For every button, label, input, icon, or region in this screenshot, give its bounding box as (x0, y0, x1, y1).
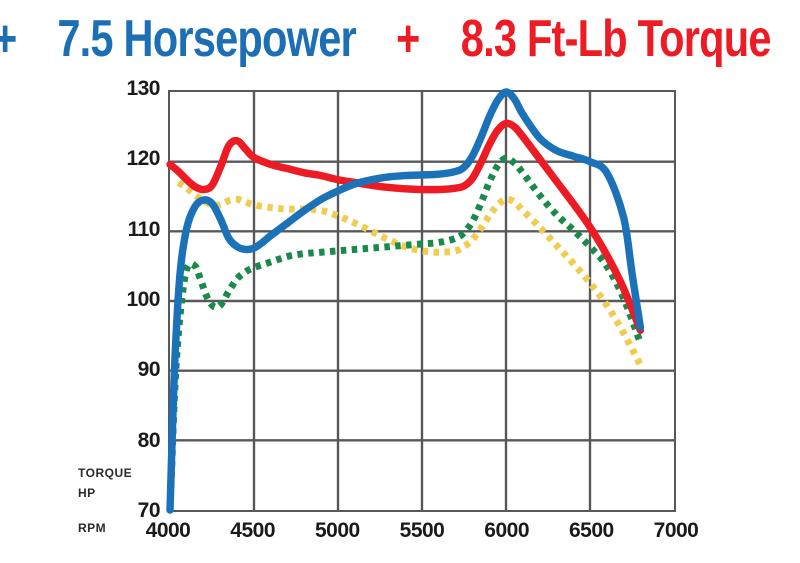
title-hp-text: 7.5 Horsepower (56, 10, 356, 68)
chart-title-bar: + 7.5 Horsepower + 8.3 Ft-Lb Torque (0, 8, 800, 70)
axis-label-torque: TORQUE (78, 466, 133, 480)
series-horsepower-modified (166, 88, 645, 514)
y-tick-90: 90 (137, 358, 161, 382)
series-horsepower-baseline (166, 154, 644, 511)
y-axis-tick-labels: 70 80 90 100 110 120 130 (92, 0, 160, 563)
y-tick-80: 80 (137, 428, 161, 452)
y-tick-120: 120 (126, 147, 160, 171)
x-tick-4000: 4000 (145, 519, 191, 542)
series-curves (166, 88, 645, 514)
x-tick-6000: 6000 (484, 519, 530, 542)
x-tick-5500: 5500 (399, 519, 445, 542)
x-tick-5000: 5000 (314, 519, 360, 542)
title-hp-plus: + (0, 13, 18, 65)
axis-label-rpm: RPM (78, 521, 107, 535)
series-torque-baseline (176, 179, 644, 367)
x-tick-4500: 4500 (230, 519, 276, 542)
title-tq-text: 8.3 Ft-Lb Torque (461, 10, 772, 68)
y-tick-70: 70 (137, 499, 161, 522)
title-tq-plus: + (395, 10, 420, 68)
axis-label-hp: HP (78, 486, 96, 500)
y-tick-110: 110 (127, 217, 161, 241)
y-tick-100: 100 (126, 288, 160, 311)
x-tick-7000: 7000 (653, 519, 699, 542)
x-tick-6500: 6500 (568, 519, 614, 542)
series-torque-modified (166, 119, 645, 334)
y-tick-130: 130 (126, 77, 160, 100)
plot-area (166, 88, 676, 514)
